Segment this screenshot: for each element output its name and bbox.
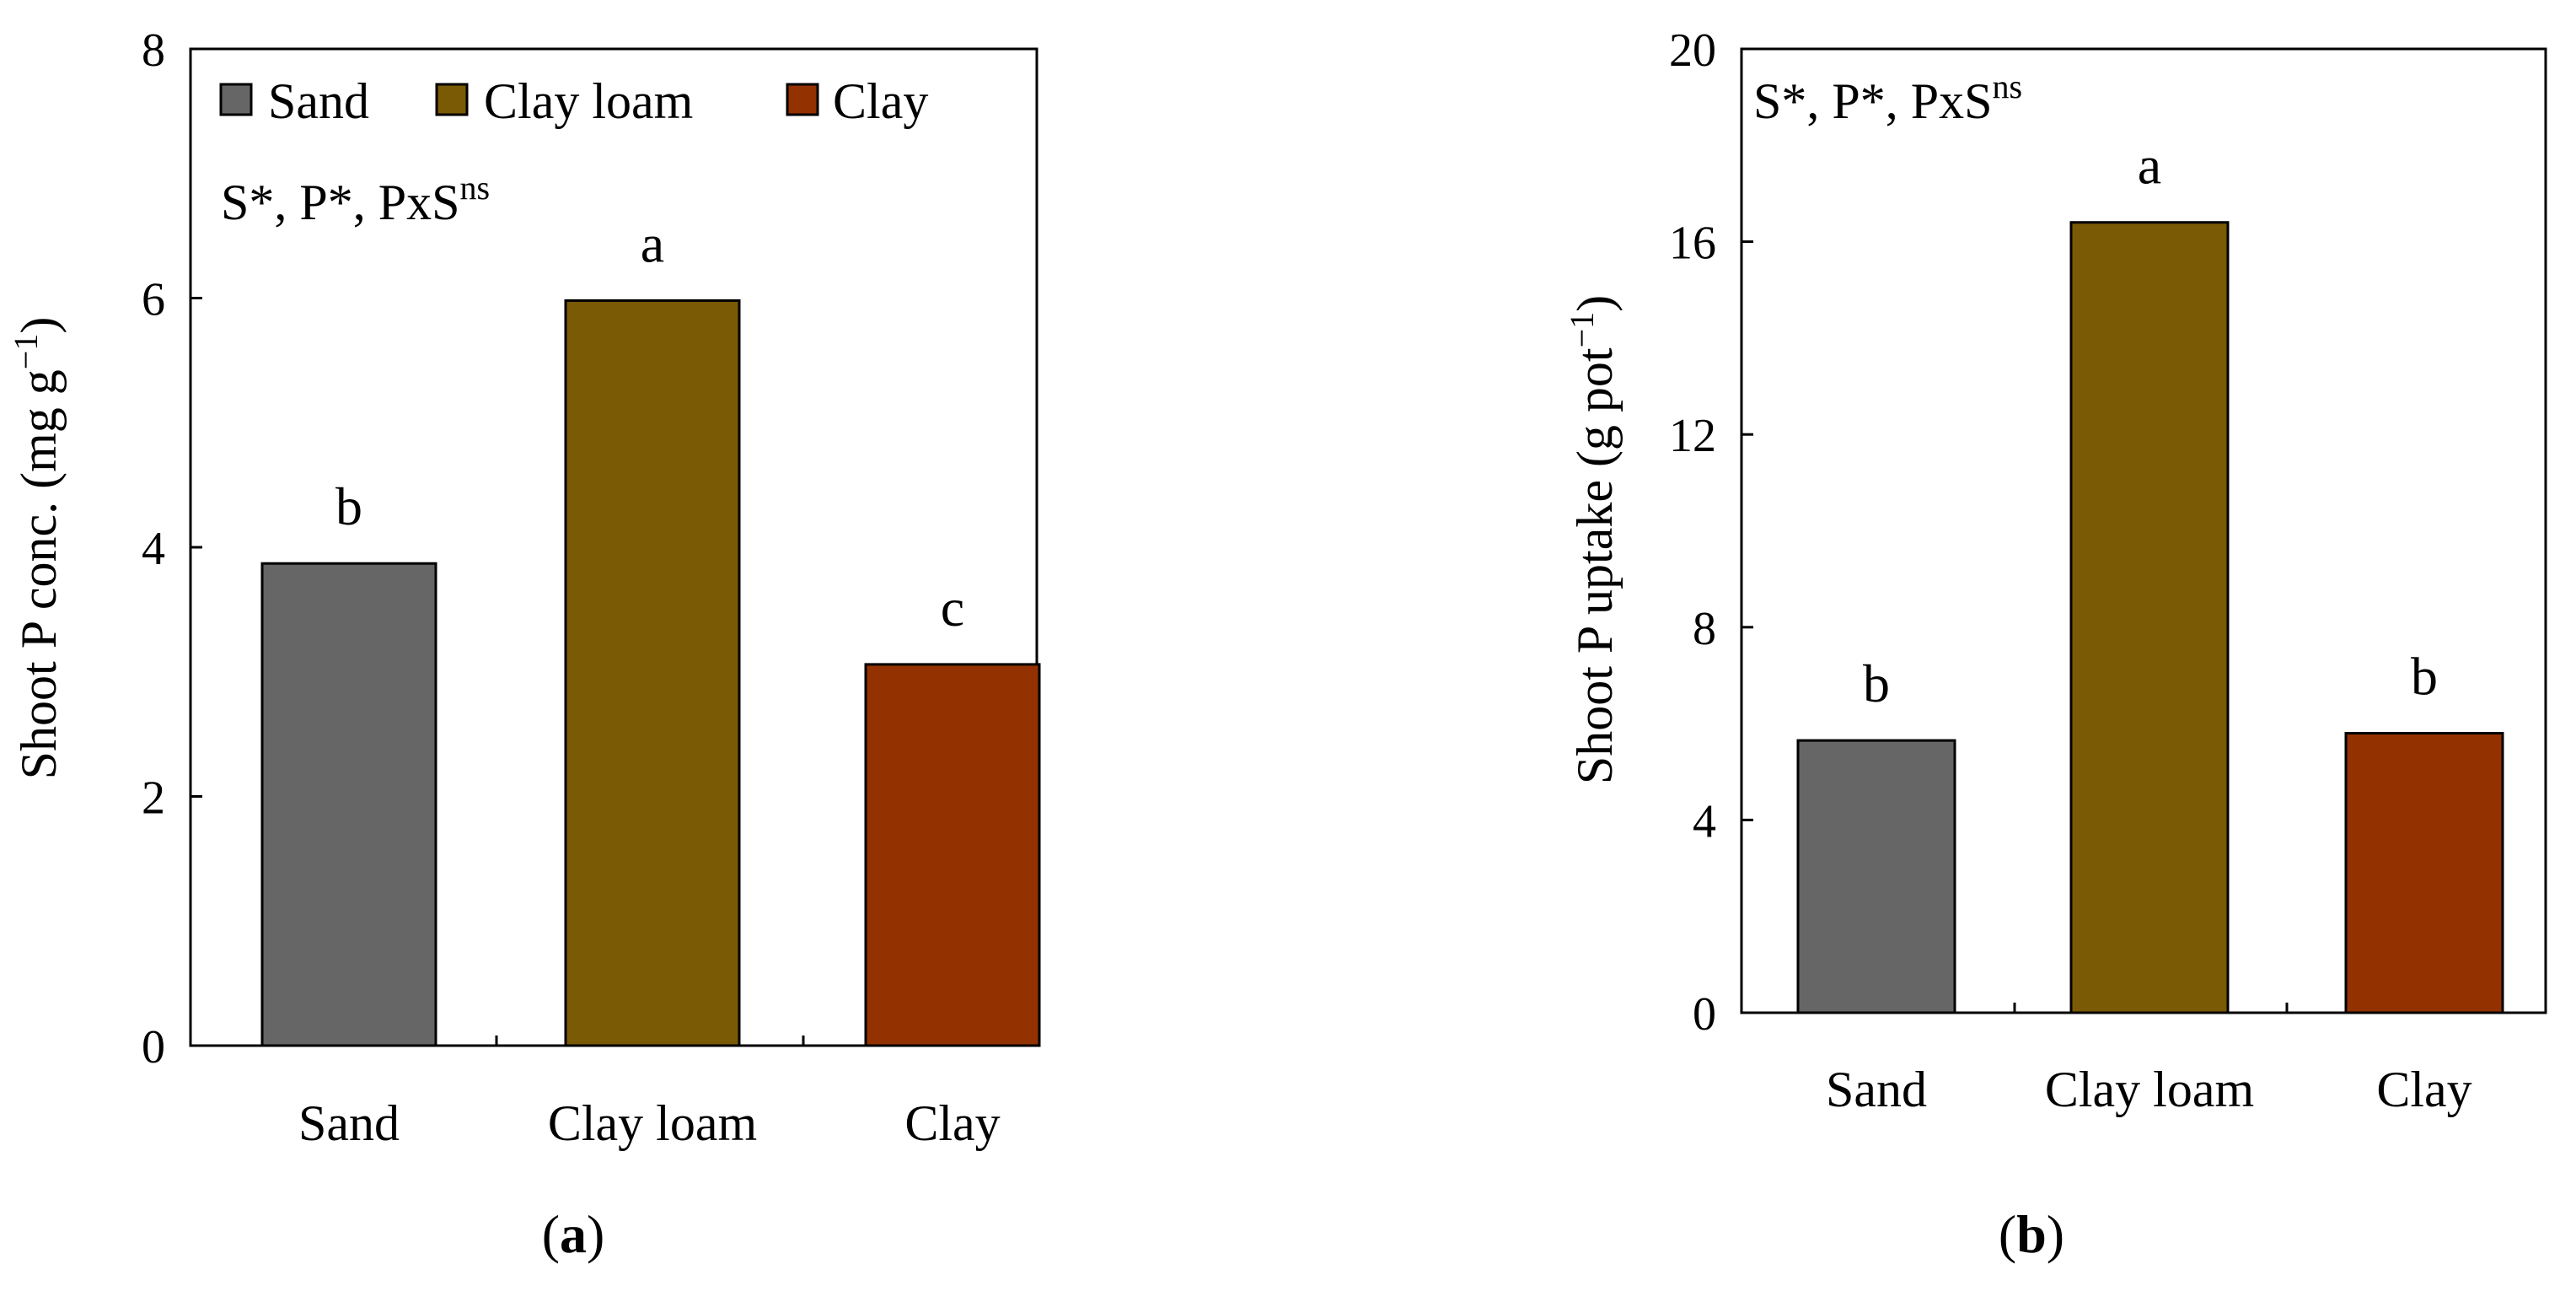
panel-b-y-ticks bbox=[1741, 47, 1753, 1014]
bar-clay-loam bbox=[2069, 221, 2230, 1014]
bar-sand bbox=[260, 562, 437, 1047]
panel-a-ylabel: Shoot P conc. (mg g−1) bbox=[7, 317, 67, 780]
panel-b-category-label: Sand bbox=[1826, 1062, 1927, 1117]
panel-b-ytick-label: 0 bbox=[1693, 988, 1716, 1041]
panel-b-category-label: Clay loam bbox=[2045, 1062, 2254, 1117]
panel-a-ytick-label: 2 bbox=[142, 772, 165, 825]
panel-a: 0 2 4 6 8 Sand Clay loam Clay b a c Shoo… bbox=[7, 24, 1041, 1264]
panel-a-legend: Sand Clay loam Clay bbox=[219, 73, 928, 129]
panel-b-significance-letter: a bbox=[2138, 136, 2161, 196]
panel-a-ytick-label: 4 bbox=[142, 523, 165, 575]
legend-label-sand: Sand bbox=[268, 73, 369, 129]
legend-label-clay-loam: Clay loam bbox=[484, 73, 693, 129]
panel-b-ylabel: Shoot P uptake (g pot−1) bbox=[1563, 295, 1623, 784]
bar-clay-loam bbox=[564, 299, 741, 1047]
panel-a-label: (a) bbox=[542, 1204, 605, 1264]
panel-b-category-label: Clay bbox=[2376, 1062, 2471, 1117]
legend-swatch-clay-loam bbox=[435, 83, 469, 116]
panel-a-ytick-label: 6 bbox=[142, 274, 165, 326]
panel-a-ytick-label: 0 bbox=[142, 1021, 165, 1073]
panel-a-category-label: Clay loam bbox=[548, 1095, 757, 1151]
panel-a-significance-letter: b bbox=[335, 476, 362, 536]
panel-a-y-ticks bbox=[191, 47, 202, 1047]
panel-b-ytick-label: 20 bbox=[1669, 24, 1716, 77]
legend-label-clay: Clay bbox=[833, 73, 928, 129]
panel-b-ytick-label: 16 bbox=[1669, 218, 1716, 270]
panel-b-x-ticks bbox=[2013, 1003, 2289, 1013]
panel-a-category-label: Clay bbox=[904, 1095, 1000, 1151]
panel-a-bars bbox=[260, 299, 1041, 1047]
bar-clay bbox=[864, 663, 1041, 1047]
legend-swatch-sand bbox=[219, 83, 253, 116]
panel-b-label: (b) bbox=[1999, 1204, 2064, 1264]
panel-b: 0 4 8 12 16 20 Sand Clay loam Clay b a b… bbox=[1563, 24, 2547, 1264]
panel-a-category-label: Sand bbox=[298, 1095, 400, 1151]
panel-a-significance-letter: c bbox=[941, 578, 964, 637]
panel-b-stats-note: S*, P*, PxSns bbox=[1753, 67, 2022, 129]
panel-b-ytick-label: 12 bbox=[1669, 410, 1716, 462]
panel-b-ytick-label: 4 bbox=[1693, 795, 1716, 847]
bar-clay bbox=[2344, 732, 2504, 1014]
panel-a-significance-letter: a bbox=[641, 213, 664, 273]
panel-a-x-ticks bbox=[495, 1035, 805, 1046]
panel-b-significance-letter: b bbox=[1863, 654, 1890, 713]
panel-a-ytick-label: 8 bbox=[142, 24, 165, 77]
bar-sand bbox=[1796, 739, 1956, 1014]
legend-swatch-clay bbox=[786, 83, 819, 116]
panel-b-bars bbox=[1796, 221, 2504, 1014]
panel-b-ytick-label: 8 bbox=[1693, 603, 1716, 655]
panel-b-significance-letter: b bbox=[2411, 647, 2438, 707]
panel-a-stats-note: S*, P*, PxSns bbox=[221, 169, 490, 230]
